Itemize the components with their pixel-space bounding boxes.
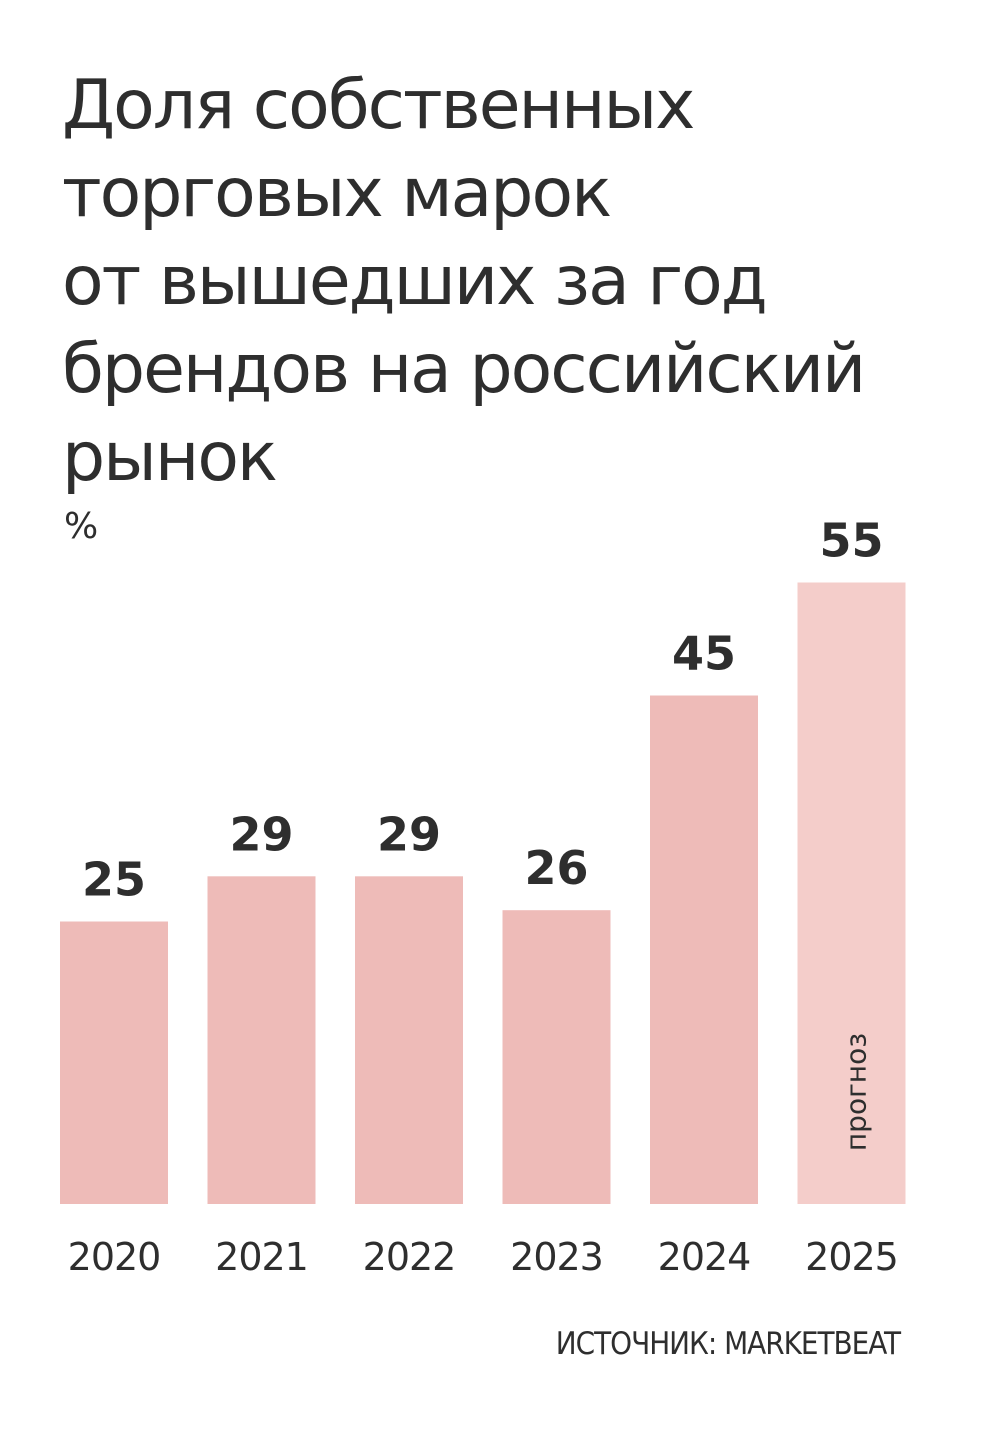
category-label-2024: 2024 [658, 1235, 751, 1279]
title-line-2: торговых марок [62, 154, 612, 233]
value-label-2025: 55 [819, 514, 883, 568]
category-label-2023: 2023 [510, 1235, 603, 1279]
category-label-2021: 2021 [215, 1235, 308, 1279]
value-label-2024: 45 [672, 627, 736, 681]
title-line-5: рынок [62, 418, 278, 497]
value-label-2022: 29 [377, 807, 441, 861]
category-label-2022: 2022 [363, 1235, 456, 1279]
value-label-2023: 26 [524, 841, 588, 895]
category-label-2020: 2020 [68, 1235, 161, 1279]
value-label-2020: 25 [82, 853, 146, 907]
category-label-2025: 2025 [805, 1235, 898, 1279]
title-line-1: Доля собственных [62, 66, 695, 145]
title-line-3: от вышедших за год [62, 242, 768, 321]
bar-2025 [797, 582, 906, 1204]
bar-2022 [355, 876, 463, 1204]
source-note: ИСТОЧНИК: MARKETBEAT [555, 1326, 901, 1362]
bar-2023 [502, 910, 611, 1204]
bar-2020 [60, 921, 168, 1204]
title-line-4: брендов на российский [62, 330, 866, 409]
bar-2024 [650, 695, 758, 1204]
chart-title: Доля собственных торговых марок от вышед… [62, 62, 962, 502]
bar-2021 [207, 876, 316, 1204]
unit-label: % [64, 506, 99, 547]
forecast-label: прогноз [840, 1033, 873, 1151]
value-label-2021: 29 [229, 807, 293, 861]
